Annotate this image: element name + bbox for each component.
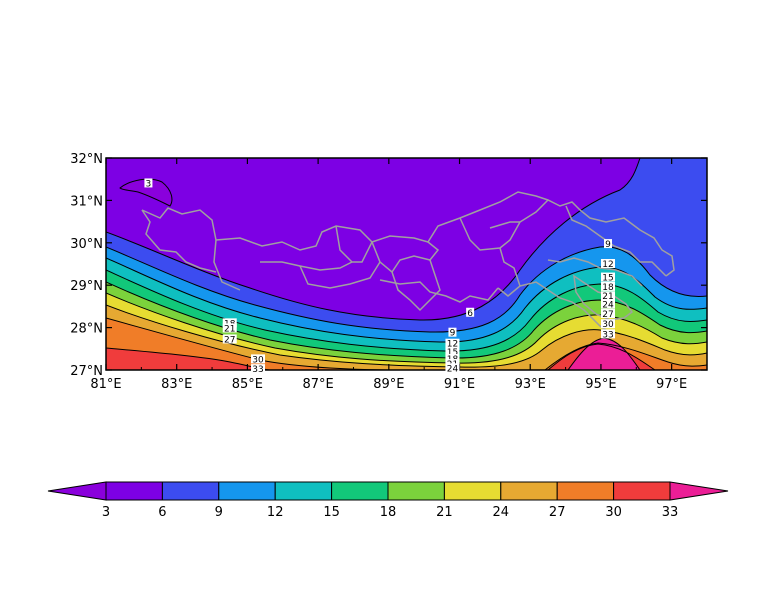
x-tick-label: 85°E — [232, 377, 263, 392]
contour-label: 30 — [252, 355, 264, 365]
plot-frame — [105, 157, 708, 371]
colorbar-box — [331, 481, 389, 501]
colorbar-label: 33 — [662, 505, 679, 520]
contour-label-bg — [601, 319, 616, 329]
contour-label: 27 — [224, 335, 235, 345]
colorbar-box — [556, 481, 615, 501]
contour-label-bg — [445, 363, 460, 373]
contour-label-bg — [251, 354, 266, 364]
contour-label-bg — [445, 353, 460, 363]
contour-label: 21 — [602, 292, 613, 302]
contour-label: 30 — [602, 320, 614, 330]
map-plot-area — [106, 158, 707, 370]
contour-label: 33 — [252, 365, 263, 375]
band-24-27 — [106, 305, 707, 370]
colorbar-label: 24 — [493, 505, 510, 520]
colorbar-label: 15 — [323, 505, 340, 520]
contour-lines — [106, 158, 707, 370]
contour-label: 24 — [447, 364, 459, 374]
contour-label-bg — [601, 329, 616, 339]
contour-label-bg — [222, 323, 237, 333]
colorbar-box — [218, 481, 276, 501]
y-tick-label: 30°N — [70, 237, 103, 252]
x-tick-label: 81°E — [90, 377, 121, 392]
colorbar-under-triangle — [47, 481, 107, 501]
x-tick-label: 91°E — [444, 377, 475, 392]
y-tick-label: 29°N — [70, 279, 103, 294]
contour-label-bg — [604, 239, 613, 249]
colorbar-label: 21 — [436, 505, 453, 520]
contour-label-bg — [601, 281, 616, 291]
colorbar-label: 3 — [102, 505, 110, 520]
contour-label: 6 — [467, 309, 473, 319]
contour-label: 3 — [146, 179, 152, 189]
colorbar-label: 27 — [549, 505, 566, 520]
contour-label-bg — [466, 307, 475, 317]
colorbar-box — [105, 481, 163, 501]
y-tick-label: 32°N — [70, 152, 103, 167]
y-tick-label: 28°N — [70, 322, 103, 337]
contour-label-bg — [144, 178, 153, 188]
contour-label-bg — [601, 299, 616, 309]
x-axis: 81°E 83°E 85°E 87°E 89°E 91°E 93°E 95°E 97°E — [90, 158, 687, 392]
x-tick-label: 95°E — [585, 377, 616, 392]
contour-label-bg — [448, 327, 457, 337]
colorbar-label: 12 — [267, 505, 284, 520]
contour-label-bg — [601, 259, 616, 268]
colorbar-box — [500, 481, 558, 501]
band-above-33 — [568, 338, 640, 370]
contour-label: 33 — [602, 330, 613, 340]
contour-label: 24 — [602, 301, 614, 311]
contour-label-bg — [601, 272, 616, 282]
x-tick-label: 93°E — [515, 377, 546, 392]
y-tick-label: 31°N — [70, 194, 103, 209]
contour-label: 21 — [224, 324, 235, 334]
y-axis: 27°N 28°N 29°N 30°N 31°N 32°N — [70, 152, 707, 379]
contour-label-bg — [445, 338, 460, 348]
contour-labels: 3691215182124182127303391215182124273033 — [144, 178, 616, 375]
colorbar-label: 9 — [215, 505, 223, 520]
admin-boundaries — [141, 191, 675, 331]
colorbar-box — [161, 481, 220, 501]
x-tick-label: 87°E — [302, 377, 333, 392]
contour-label-bg — [601, 291, 616, 301]
x-tick-label: 97°E — [656, 377, 687, 392]
contour-label-bg — [222, 334, 237, 344]
colorbar-box — [613, 481, 671, 501]
contour-label: 15 — [602, 274, 613, 284]
colorbar-label: 18 — [380, 505, 397, 520]
contour-label-bg — [251, 364, 266, 374]
colorbar-box — [443, 481, 502, 501]
y-tick-label: 27°N — [70, 364, 103, 379]
colorbar-label: 30 — [605, 505, 622, 520]
colorbar-over-triangle — [669, 481, 729, 501]
contour-label-bg — [601, 309, 616, 319]
contour-label: 12 — [602, 260, 613, 270]
contour-label: 15 — [447, 348, 458, 358]
colorbar-label: 6 — [158, 505, 166, 520]
x-tick-label: 83°E — [161, 377, 192, 392]
contour-label-bg — [222, 318, 237, 328]
contour-label: 9 — [605, 240, 611, 250]
contour-label: 18 — [602, 283, 614, 293]
contour-label: 27 — [602, 310, 613, 320]
colorbar: 3 6 9 12 15 18 21 24 27 30 33 — [47, 481, 729, 520]
x-tick-label: 89°E — [373, 377, 404, 392]
colorbar-box — [274, 481, 333, 501]
contour-label-bg — [445, 347, 460, 357]
colorbar-box — [387, 481, 445, 501]
contour-label: 9 — [450, 329, 456, 339]
contour-label: 12 — [447, 340, 458, 350]
